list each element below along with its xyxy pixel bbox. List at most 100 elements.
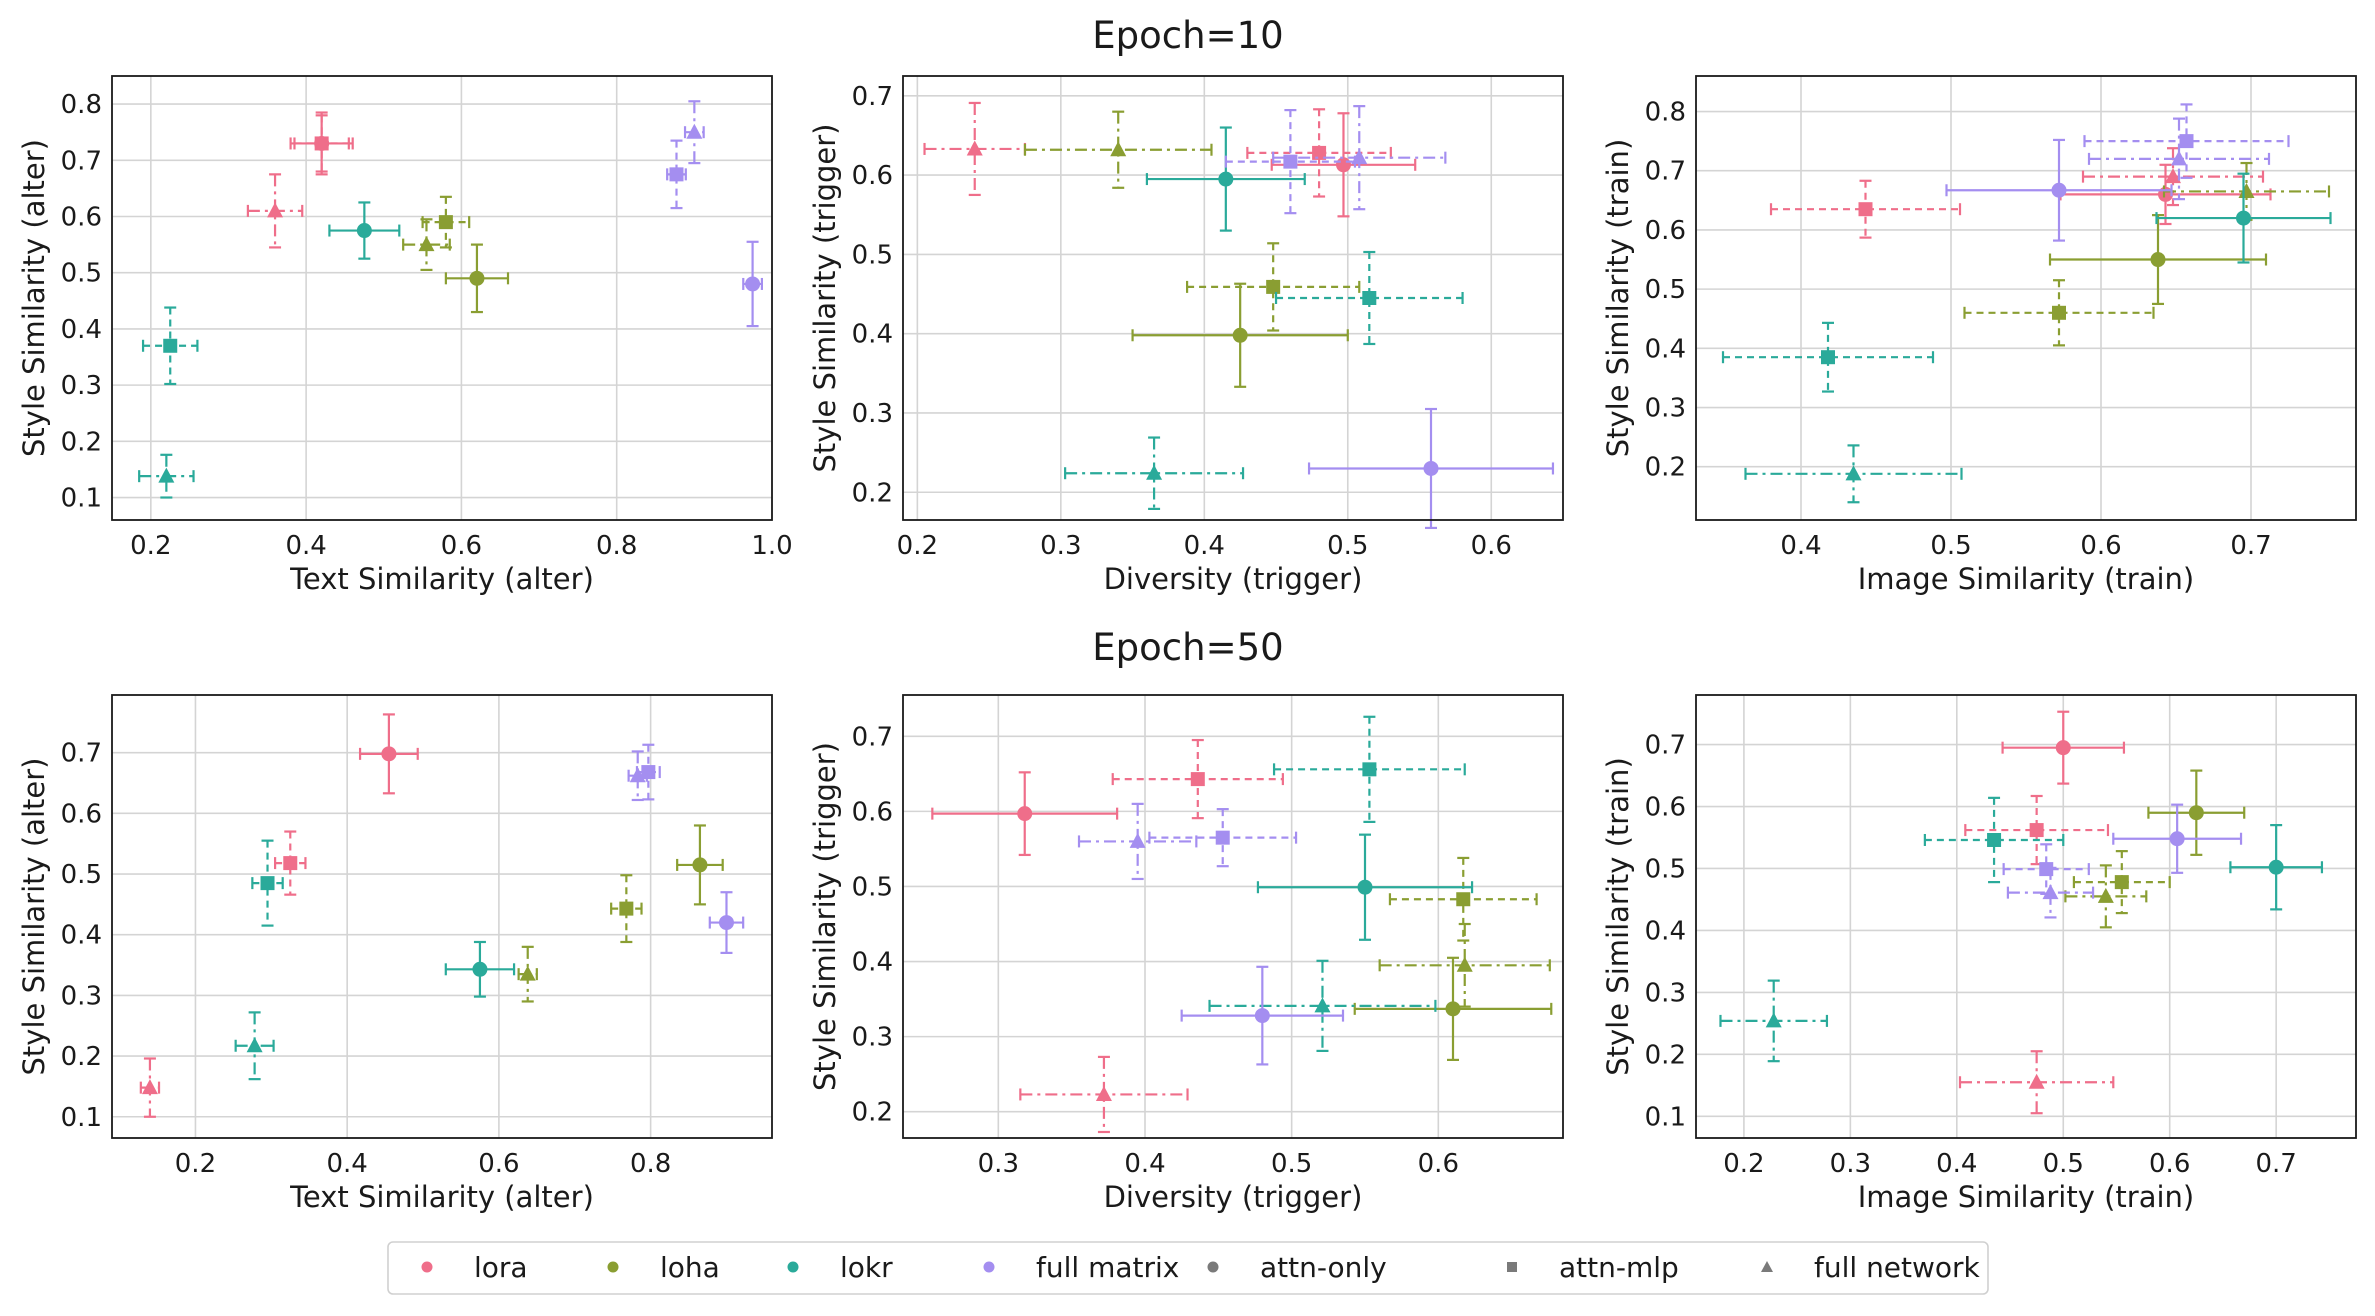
x-axis-label: Diversity (trigger) — [1104, 1180, 1363, 1214]
marker-loha-triangle — [1110, 141, 1127, 157]
marker-lora-circle — [1017, 806, 1033, 822]
point-lokr-square — [1721, 321, 1935, 393]
point-full-matrix-square — [666, 139, 687, 210]
subplot-6: 0.2 0.3 0.4 0.5 0.6 0.7 0.1 0.2 0.3 0.4 0.5 0.6 0.7 I… — [1601, 694, 2357, 1214]
point-full-matrix-circle — [1307, 407, 1555, 530]
marker-full-matrix-circle — [745, 276, 761, 292]
legend: lora loha lokr full matrix attn-only attn-mlp… — [387, 1241, 1989, 1295]
gridlines — [1696, 76, 2356, 520]
axes-frame — [111, 694, 773, 1139]
point-lokr-triangle — [1719, 979, 1829, 1063]
marker-lora-square — [1312, 145, 1327, 160]
legend-swatch — [1761, 1261, 1773, 1272]
marker-lora-triangle — [966, 140, 983, 156]
y-axis-label: Style Similarity (alter) — [17, 139, 51, 457]
point-full-matrix-triangle — [627, 750, 648, 802]
y-tick-label: 0.6 — [61, 799, 102, 829]
marker-loha-triangle — [418, 236, 435, 252]
marker-lora-circle — [2055, 740, 2071, 756]
marker-full-matrix-triangle — [1129, 832, 1146, 848]
y-tick-label: 0.6 — [1645, 216, 1686, 246]
point-full-matrix-triangle — [683, 100, 705, 165]
point-lora-triangle — [1958, 1050, 2115, 1115]
x-tick-label: 0.7 — [2255, 1149, 2296, 1179]
legend-item-attn-only: attn-only — [1207, 1251, 1387, 1284]
point-full-matrix-circle — [1180, 965, 1345, 1066]
point-full-matrix-circle — [2112, 803, 2243, 874]
legend-label: full matrix — [1036, 1251, 1179, 1284]
y-tick-label: 0.2 — [61, 1042, 102, 1072]
legend-swatch — [787, 1261, 799, 1273]
marker-loha-square — [2052, 305, 2066, 320]
point-lora-circle — [358, 713, 419, 795]
y-tick-label: 0.8 — [1645, 98, 1686, 128]
axes-frame — [1695, 75, 2357, 521]
marker-lora-circle — [381, 746, 397, 762]
marker-lokr-circle — [1218, 171, 1234, 187]
point-lokr-circle — [328, 201, 401, 260]
point-lokr-triangle — [138, 453, 195, 499]
marker-lora-square — [1858, 202, 1873, 217]
point-full-matrix-triangle — [2006, 866, 2095, 919]
axes-frame — [902, 694, 1564, 1139]
point-lokr-triangle — [1744, 444, 1963, 504]
point-full-matrix-square — [1224, 108, 1357, 215]
legend-label: attn-only — [1260, 1251, 1387, 1284]
legend-label: attn-mlp — [1559, 1251, 1679, 1284]
point-full-matrix-circle — [742, 240, 764, 328]
x-tick-label: 0.2 — [897, 531, 938, 561]
x-tick-label: 1.0 — [751, 531, 792, 561]
point-lokr-square — [1274, 250, 1464, 346]
point-lora-triangle — [246, 173, 304, 249]
marker-lokr-triangle — [1314, 997, 1331, 1013]
point-lokr-circle — [2155, 172, 2332, 264]
y-tick-label: 0.2 — [1645, 1040, 1686, 1070]
y-tick-label: 0.2 — [852, 478, 893, 508]
point-lora-triangle — [1019, 1055, 1189, 1134]
axes-frame — [111, 75, 773, 521]
marker-loha-triangle — [519, 965, 536, 981]
marker-loha-circle — [2188, 805, 2204, 821]
point-lokr-circle — [444, 940, 516, 998]
point-loha-square — [610, 874, 643, 944]
x-tick-label: 0.4 — [326, 1149, 367, 1179]
point-lokr-circle — [1145, 126, 1306, 232]
subplot-5: 0.3 0.4 0.5 0.6 0.2 0.3 0.4 0.5 0.6 0.7 Diversity … — [808, 694, 1564, 1214]
marker-lokr-square — [260, 876, 275, 891]
subplot-2: 0.2 0.3 0.4 0.5 0.6 0.2 0.3 0.4 0.5 0.6 0.7 Diversi… — [808, 75, 1564, 596]
point-loha-circle — [1131, 282, 1349, 388]
x-tick-label: 0.6 — [441, 531, 482, 561]
marker-full-matrix-circle — [2051, 182, 2067, 198]
x-tick-label: 0.4 — [285, 531, 326, 561]
marker-loha-square — [2114, 875, 2129, 890]
point-lokr-square — [251, 839, 284, 927]
marker-full-matrix-square — [2179, 134, 2194, 149]
y-tick-label: 0.7 — [852, 722, 893, 752]
y-tick-label: 0.7 — [61, 146, 102, 176]
x-axis-label: Image Similarity (train) — [1858, 562, 2195, 596]
row-title-epoch-50: Epoch=50 — [1092, 626, 1283, 669]
legend-swatch — [1207, 1261, 1219, 1273]
legend-item-loha: loha — [607, 1251, 720, 1284]
point-loha-square — [2072, 850, 2171, 915]
legend-item-full-network: full network — [1761, 1251, 1981, 1284]
x-tick-label: 0.4 — [1780, 531, 1821, 561]
marker-loha-circle — [469, 270, 485, 286]
marker-full-matrix-circle — [1423, 460, 1439, 476]
marker-full-matrix-square — [669, 167, 684, 182]
axes-frame — [1695, 694, 2357, 1139]
point-lokr-square — [1923, 796, 2065, 884]
point-full-matrix-circle — [708, 891, 745, 955]
x-tick-label: 0.5 — [1327, 531, 1368, 561]
y-tick-label: 0.5 — [852, 240, 893, 270]
marker-loha-square — [619, 901, 634, 916]
point-lora-circle — [2001, 710, 2126, 785]
point-lora-circle — [931, 771, 1119, 857]
marker-lokr-circle — [356, 223, 372, 239]
x-tick-label: 0.5 — [1930, 531, 1971, 561]
x-tick-label: 0.6 — [1471, 531, 1512, 561]
marker-loha-circle — [2150, 252, 2166, 268]
marker-full-matrix-triangle — [2042, 884, 2059, 900]
x-tick-label: 0.8 — [630, 1149, 671, 1179]
point-full-matrix-square — [635, 743, 661, 801]
